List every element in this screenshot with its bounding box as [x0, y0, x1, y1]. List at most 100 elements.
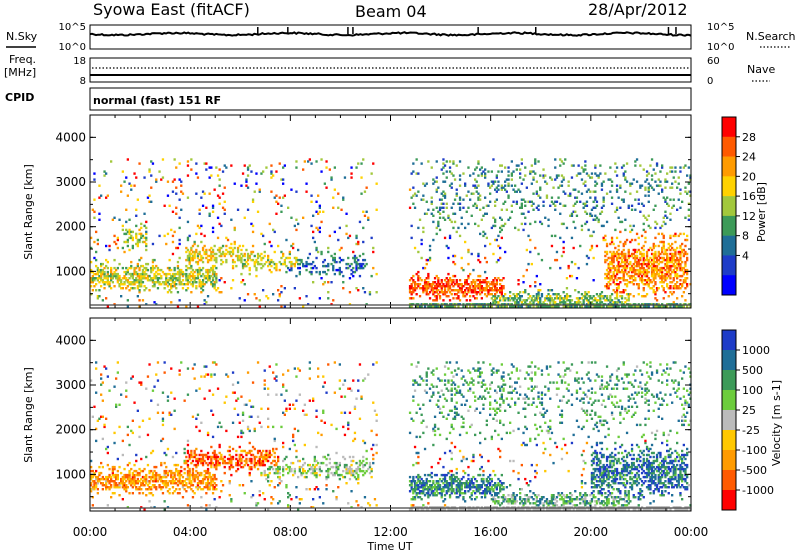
data-cell: [597, 220, 600, 224]
data-cell: [263, 457, 266, 461]
data-cell: [432, 182, 435, 185]
data-cell: [138, 266, 141, 270]
data-cell: [191, 471, 195, 475]
data-cell: [235, 254, 238, 258]
data-cell: [422, 287, 425, 290]
data-cell: [200, 240, 203, 244]
data-cell: [464, 240, 467, 244]
data-cell: [188, 469, 191, 473]
data-cell: [520, 295, 523, 298]
data-cell: [215, 258, 218, 262]
data-cell: [145, 244, 148, 248]
data-cell: [190, 168, 193, 171]
data-cell: [610, 260, 614, 264]
data-cell: [420, 162, 423, 165]
data-cell: [490, 289, 493, 292]
data-cell: [492, 224, 495, 228]
data-cell: [220, 252, 223, 256]
data-cell: [297, 459, 300, 463]
data-cell: [460, 283, 463, 286]
data-cell: [582, 295, 585, 298]
data-cell: [472, 289, 475, 292]
data-cell: [136, 409, 139, 412]
data-cell: [687, 208, 690, 211]
data-cell: [190, 246, 193, 250]
data-cell: [308, 252, 311, 256]
data-cell: [196, 260, 200, 264]
data-cell: [654, 293, 657, 296]
data-cell: [262, 234, 265, 238]
data-cell: [195, 172, 198, 175]
data-cell: [90, 469, 93, 473]
data-cell: [287, 492, 290, 495]
data-cell: [410, 285, 413, 288]
data-cell: [642, 287, 645, 290]
data-cell: [201, 260, 205, 264]
data-cell: [352, 459, 355, 463]
data-cell: [265, 457, 268, 461]
data-cell: [509, 303, 512, 306]
data-cell: [168, 480, 171, 483]
nave-tick-bottom: 0: [707, 76, 713, 87]
data-cell: [347, 427, 350, 431]
data-cell: [499, 305, 502, 308]
data-cell: [470, 214, 473, 217]
data-cell: [650, 270, 654, 274]
data-cell: [191, 283, 195, 286]
data-cell: [282, 182, 285, 185]
data-cell: [118, 262, 121, 266]
data-cell: [433, 180, 437, 183]
data-cell: [649, 256, 652, 260]
data-cell: [572, 220, 575, 224]
data-cell: [492, 180, 495, 183]
data-cell: [547, 218, 550, 221]
data-cell: [600, 301, 604, 304]
data-cell: [91, 281, 94, 284]
data-cell: [645, 258, 649, 262]
data-cell: [223, 164, 226, 167]
data-cell: [585, 293, 589, 296]
data-cell: [438, 206, 442, 209]
data-cell: [532, 301, 535, 304]
data-cell: [662, 246, 665, 250]
data-cell: [435, 188, 438, 191]
data-cell: [676, 274, 679, 278]
data-cell: [268, 484, 271, 487]
data-cell: [230, 498, 233, 501]
data-cell: [605, 295, 609, 298]
data-cell: [620, 305, 624, 308]
data-cell: [676, 258, 679, 262]
data-cell: [450, 220, 453, 224]
data-cell: [213, 188, 216, 191]
data-cell: [610, 252, 614, 256]
data-cell: [118, 403, 121, 406]
data-cell: [689, 305, 692, 308]
data-cell: [312, 260, 315, 264]
data-cell: [671, 170, 674, 173]
data-cell: [442, 158, 445, 161]
data-cell: [183, 399, 186, 402]
data-cell: [487, 281, 490, 284]
data-cell: [624, 260, 627, 264]
data-cell: [195, 281, 198, 284]
data-cell: [235, 457, 238, 461]
data-cell: [305, 488, 308, 491]
data-cell: [681, 266, 684, 270]
data-cell: [524, 204, 527, 207]
data-cell: [605, 274, 609, 278]
data-cell: [198, 252, 201, 256]
data-cell: [173, 463, 176, 467]
data-cell: [525, 186, 528, 189]
data-cell: [677, 264, 680, 268]
data-cell: [150, 200, 153, 203]
data-cell: [422, 230, 425, 234]
data-cell: [438, 291, 442, 294]
data-cell: [615, 283, 619, 286]
data-cell: [542, 176, 545, 179]
data-cell: [352, 256, 355, 260]
data-cell: [120, 281, 123, 284]
data-cell: [582, 206, 585, 209]
freq-unit: [MHz]: [4, 66, 36, 79]
data-cell: [185, 258, 188, 262]
data-cell: [313, 467, 316, 471]
